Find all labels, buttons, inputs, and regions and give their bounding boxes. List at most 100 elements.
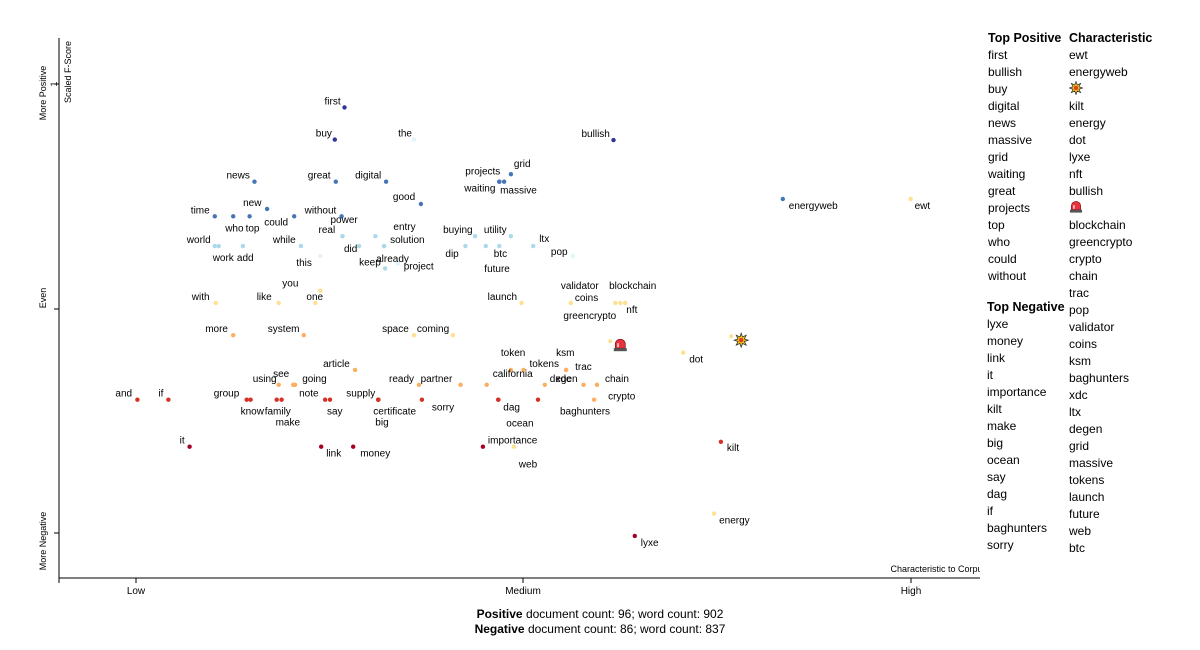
point-kilt[interactable] [718,439,724,444]
list-item-it[interactable]: it [987,368,993,382]
point-label-ocean[interactable]: ocean [506,419,533,430]
point-token[interactable] [508,367,514,373]
point-label-dot[interactable]: dot [689,355,703,366]
point-label-big[interactable]: big [375,418,388,429]
point-one[interactable] [313,300,318,306]
point-news[interactable] [252,179,257,184]
point-top[interactable] [247,214,252,219]
point-label-ksm[interactable]: ksm [556,348,574,359]
point-label-going[interactable]: going [302,374,326,385]
list-item-if[interactable]: if [987,504,993,518]
list-item-blockchain[interactable]: blockchain [1069,218,1126,232]
point-dip[interactable] [463,243,468,249]
point-label-supply[interactable]: supply [346,389,375,400]
point-baghunters[interactable] [535,397,541,402]
point-make[interactable] [279,397,284,402]
point-police-light-emoji[interactable] [608,339,613,344]
point-label-projects[interactable]: projects [465,167,500,178]
point-add[interactable] [240,243,246,249]
list-item-baghunters[interactable]: baghunters [1069,371,1130,385]
point-you[interactable] [318,288,323,293]
point-keep[interactable] [382,266,388,271]
list-item-grid[interactable]: grid [1069,439,1090,453]
point-collision-emoji[interactable] [729,334,734,339]
point-label-dag[interactable]: dag [503,403,520,414]
point-great[interactable] [333,179,338,184]
point-importance[interactable] [480,444,486,449]
point-label-say[interactable]: say [327,407,343,418]
point-label-coming[interactable]: coming [417,324,449,335]
point-first[interactable] [342,105,347,110]
point-label-using[interactable]: using [253,374,277,385]
list-item-pop[interactable]: pop [1069,303,1090,317]
list-item-without[interactable]: without [988,269,1027,283]
point-family[interactable] [274,397,279,402]
point-label-know[interactable]: know [241,407,265,418]
point-label-partner[interactable]: partner [421,374,453,385]
point-who[interactable] [231,214,236,219]
point-time[interactable] [212,214,217,219]
point-label-real[interactable]: real [319,225,336,236]
list-item-ltx[interactable]: ltx [1069,405,1081,419]
list-item-collision-emoji[interactable] [1068,80,1152,98]
list-item-launch[interactable]: launch [1069,490,1105,504]
point-label-chain[interactable]: chain [605,374,629,385]
point-label-article[interactable]: article [323,359,350,370]
point-tokens[interactable] [521,367,526,373]
list-item-who[interactable]: who [988,235,1011,249]
list-item-trac[interactable]: trac [1069,286,1090,300]
point-ltx[interactable] [531,243,536,249]
point-massive[interactable] [501,179,507,184]
point-label-with[interactable]: with [191,292,210,303]
point-label-great[interactable]: great [308,171,331,182]
point-world[interactable] [212,243,217,249]
point-coins[interactable] [568,300,574,306]
list-item-ksm[interactable]: ksm [1069,354,1091,368]
point-link[interactable] [319,444,324,449]
point-big[interactable] [376,397,381,402]
point-label-it[interactable]: it [180,436,185,447]
list-item-future[interactable]: future [1069,507,1100,521]
point-label-this[interactable]: this [296,258,312,269]
point-coming[interactable] [450,333,456,338]
point-label-baghunters[interactable]: baghunters [560,407,610,418]
point-label-utility[interactable]: utility [484,225,507,236]
point-label-buy[interactable]: buy [316,129,332,140]
point-trac[interactable] [563,367,569,373]
list-item-lyxe[interactable]: lyxe [1069,150,1091,164]
collision-emoji[interactable] [733,332,750,349]
point-label-add[interactable]: add [237,253,254,264]
point-ewt[interactable] [908,196,913,202]
point-label-you[interactable]: you [282,279,298,290]
point-future[interactable] [497,243,502,249]
point-launch[interactable] [519,300,524,306]
list-item-validator[interactable]: validator [1069,320,1115,334]
point-system[interactable] [301,333,306,338]
point-label-new[interactable]: new [243,198,262,209]
point-label-money[interactable]: money [360,449,390,460]
list-item-massive[interactable]: massive [1069,456,1114,470]
point-crypto[interactable] [591,397,597,402]
point-label-dip[interactable]: dip [445,249,459,260]
point-label-without[interactable]: without [304,205,337,216]
list-item-great[interactable]: great [988,184,1016,198]
point-label-buying[interactable]: buying [443,225,472,236]
point-label-california[interactable]: california [493,369,533,380]
point-nft[interactable] [618,300,623,306]
point-label-kilt[interactable]: kilt [727,443,739,454]
list-item-big[interactable]: big [987,436,1004,450]
point-ocean[interactable] [496,397,501,402]
point-ready[interactable] [416,382,422,387]
point-real[interactable] [340,234,345,239]
list-item-btc[interactable]: btc [1069,541,1086,555]
point-blockchain[interactable] [622,300,628,306]
point-label-blockchain[interactable]: blockchain [609,281,656,292]
point-label-entry[interactable]: entry [393,222,415,233]
point-using[interactable] [276,382,281,387]
point-label-family[interactable]: family [265,407,291,418]
point-label-grid[interactable]: grid [514,159,531,170]
list-item-waiting[interactable]: waiting [988,167,1026,181]
point-label-space[interactable]: space [382,324,409,335]
point-btc[interactable] [483,243,488,249]
point-label-work[interactable]: work [212,253,235,264]
